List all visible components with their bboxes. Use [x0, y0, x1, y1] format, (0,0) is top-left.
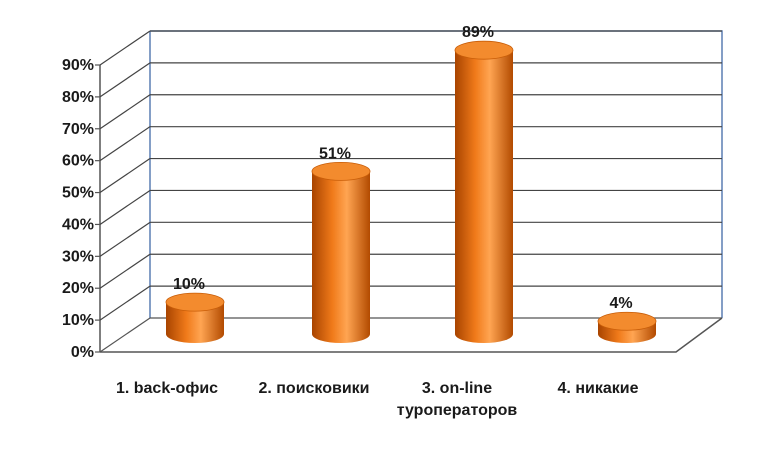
category-label: 3. on-line — [422, 380, 492, 397]
gridline-side — [99, 94, 151, 130]
back-wall — [150, 30, 723, 318]
bar — [311, 161, 371, 343]
gridline-side — [99, 189, 151, 225]
floor-side-line — [99, 317, 151, 353]
bar-top — [165, 292, 225, 312]
category-label: туроператоров — [397, 402, 518, 419]
gridline-side — [99, 30, 151, 66]
bars — [165, 40, 657, 343]
bar-top — [311, 161, 371, 181]
data-label: 10% — [173, 276, 205, 293]
gridline-side — [99, 126, 151, 162]
y-tick-label: 30% — [62, 248, 94, 265]
bar-top — [597, 311, 657, 331]
gridline-side — [99, 62, 151, 98]
gridline-side — [99, 285, 151, 321]
bar-body — [455, 50, 513, 343]
y-tick-label: 80% — [62, 89, 94, 106]
bar — [597, 311, 657, 343]
category-label: 1. back-офис — [116, 380, 218, 397]
y-tick-label: 40% — [62, 216, 94, 233]
bar — [165, 292, 225, 343]
x-axis-category-labels: 1. back-офис 2. поисковики 3. on-line туроп… — [116, 380, 639, 419]
gridline-side — [99, 253, 151, 289]
y-tick-label: 10% — [62, 312, 94, 329]
category-label: 2. поисковики — [258, 380, 369, 397]
bar-top — [454, 40, 514, 60]
y-tick-label: 50% — [62, 185, 94, 202]
bar — [454, 40, 514, 343]
bar-body — [166, 302, 224, 343]
data-label: 89% — [462, 24, 494, 41]
data-label: 51% — [319, 145, 351, 162]
y-tick-label: 0% — [71, 344, 94, 361]
gridline-side — [99, 158, 151, 194]
category-label: 4. никакие — [558, 380, 639, 397]
data-label: 4% — [609, 295, 632, 312]
y-tick-label: 90% — [62, 57, 94, 74]
y-axis-tick-labels: 0% 10% 20% 30% 40% 50% 60% 70% 80% 90% — [62, 57, 94, 361]
y-tick-label: 70% — [62, 121, 94, 138]
floor-edge — [100, 317, 723, 353]
y-tick-label: 60% — [62, 153, 94, 170]
y-tick-label: 20% — [62, 280, 94, 297]
gridlines — [95, 30, 722, 353]
gridline-side — [99, 221, 151, 257]
bar-body — [312, 171, 370, 343]
data-labels: 10% 51% 89% 4% — [173, 24, 633, 312]
